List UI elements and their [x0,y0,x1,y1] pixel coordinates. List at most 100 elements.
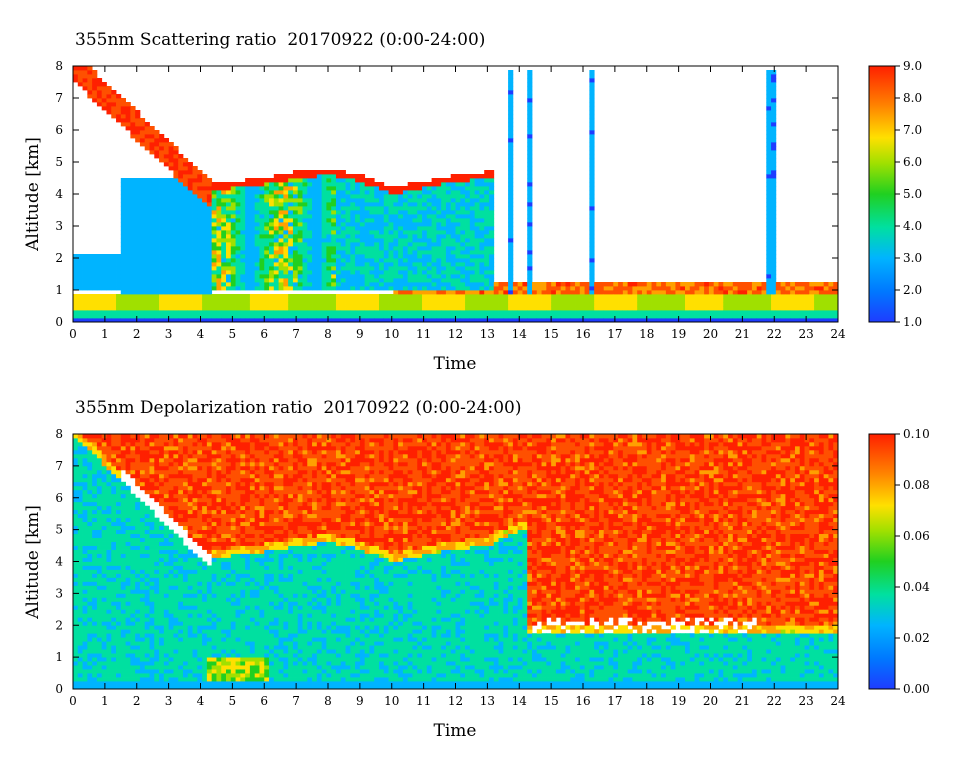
heat-cell [393,234,399,239]
heat-cell [106,302,112,307]
heat-cell [718,294,724,299]
heat-cell [374,222,380,227]
heat-cell [637,318,643,323]
heat-cell [288,298,294,303]
heat-cell [292,310,299,315]
heat-cell [608,318,614,323]
heat-cell [823,302,829,307]
heat-cell [503,286,509,291]
heat-cell [398,318,404,323]
heat-cell [297,230,303,235]
heat-cell [211,218,217,223]
y-tick-label: 2 [55,251,63,265]
heat-cell [288,278,294,283]
heat-cell [92,565,98,570]
heat-cell [130,226,136,231]
heat-cell [111,318,117,323]
heat-cell [379,242,385,247]
heat-cell [364,218,370,223]
heat-cell [398,230,404,235]
heat-cell [106,681,112,686]
heat-cell [96,282,103,287]
heat-cell [292,250,299,255]
heat-cell [159,206,165,211]
heat-cell [77,294,83,299]
heat-cell [111,286,117,291]
heat-cell [369,238,375,243]
heat-cell [221,282,227,287]
heat-cell [479,194,485,199]
heat-cell [517,298,523,303]
heat-cell [532,306,538,311]
heat-cell [374,314,380,319]
heat-cell [259,306,265,311]
heat-cell [785,290,791,295]
heat-cell [182,278,189,283]
heat-cell [116,561,122,566]
heat-cell [139,314,146,319]
heat-cell [369,262,375,267]
heat-cell [780,318,786,323]
heat-cell [249,206,256,211]
heat-cell [316,178,323,183]
heat-cell [125,302,131,307]
heat-cell [73,294,79,299]
heat-cell [130,126,136,131]
heat-cell [135,234,141,239]
heat-cell [192,262,198,267]
heat-cell [398,286,404,291]
heat-cell [402,258,409,263]
heat-cell [101,649,107,654]
heat-cell [603,298,609,303]
heat-cell [192,314,198,319]
heat-cell [106,86,112,91]
heat-cell [168,178,174,183]
heat-cell [245,198,251,203]
heat-cell [441,178,447,183]
heat-cell [364,242,370,247]
heat-cell [226,302,232,307]
heat-cell [383,198,389,203]
heat-cell [307,306,313,311]
heat-cell [422,318,428,323]
heat-cell [278,230,284,235]
heat-cell [163,230,170,235]
heat-cell [221,194,227,199]
heat-cell [111,110,117,115]
heat-cell [187,210,193,215]
heat-cell [355,246,361,251]
heat-cell [426,298,432,303]
heat-cell [254,258,260,263]
heat-cell [120,557,126,562]
heat-cell [379,182,385,187]
heat-cell [92,473,98,479]
heat-cell [135,202,141,207]
heat-cell [345,218,351,223]
heat-cell [498,302,504,307]
heat-cell [149,214,155,219]
heat-cell [589,234,595,239]
heat-cell [685,314,691,319]
heat-cell [221,274,227,279]
heat-cell [249,242,256,247]
heat-cell [479,314,485,319]
heat-cell [163,194,170,199]
heat-cell [326,214,332,219]
heat-cell [292,254,299,259]
heat-cell [96,306,103,311]
heat-cell [479,218,485,223]
heat-cell [551,302,557,307]
heat-cell [297,314,303,319]
heat-cell [182,166,189,171]
heat-cell [106,565,112,570]
heat-cell [307,230,313,235]
heat-cell [771,194,777,199]
heat-cell [82,657,88,662]
heat-cell [699,298,705,303]
heat-cell [82,625,88,630]
heat-cell [445,270,452,275]
heat-cell [469,230,476,235]
heat-cell [92,573,98,578]
heat-cell [273,286,279,291]
heat-cell [264,186,270,191]
